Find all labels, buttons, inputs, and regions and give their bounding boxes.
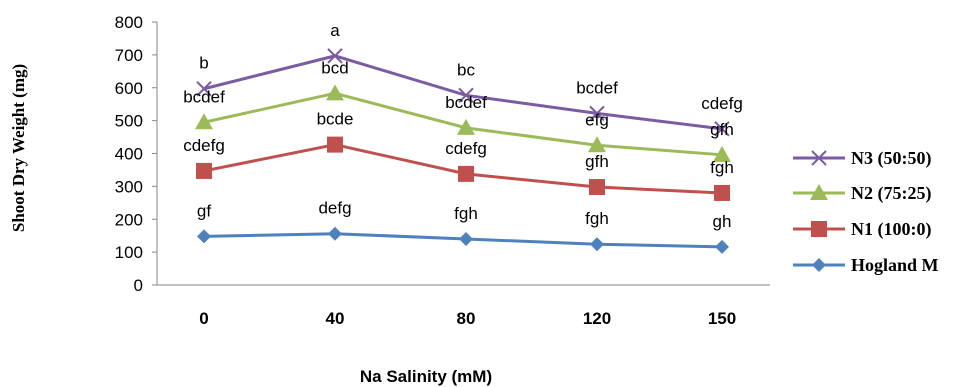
x-tick-label: 80 (457, 309, 476, 328)
significance-label: cdefg (445, 139, 487, 158)
data-point (589, 179, 605, 196)
data-point (458, 165, 474, 182)
legend-item: N1 (100:0) (793, 219, 931, 240)
significance-label: gfh (710, 120, 734, 139)
data-point (714, 121, 730, 137)
significance-label: bcdef (183, 87, 225, 106)
significance-label: cdefg (183, 136, 225, 155)
significance-label: bc (457, 60, 475, 79)
data-point (715, 239, 729, 254)
significance-label: a (330, 21, 340, 40)
y-tick-label: 500 (115, 112, 143, 131)
chart-legend: N3 (50:50) N2 (75:25) N1 (100:0) Hogland M (793, 148, 939, 275)
legend-item: N3 (50:50) (793, 148, 931, 169)
data-point (328, 226, 342, 241)
x-tick-label: 120 (583, 309, 611, 328)
legend-label: N3 (50:50) (851, 148, 931, 169)
data-point (458, 87, 474, 104)
significance-label: efg (585, 110, 609, 129)
data-point (327, 136, 343, 153)
significance-label: gh (713, 212, 732, 231)
x-axis-label: Na Salinity (mM) (360, 367, 492, 386)
significance-label: bcdef (576, 78, 618, 97)
data-point (196, 162, 212, 179)
significance-label: gfh (585, 152, 609, 171)
significance-labels: b a bc bcdef cdefg bcdef bcd bcdef efg gfh cdefg bc… (183, 21, 743, 231)
data-point (811, 221, 827, 237)
y-tick-label: 300 (115, 177, 143, 196)
data-point (326, 84, 344, 101)
data-point (197, 229, 211, 244)
significance-label: fgh (454, 204, 478, 223)
series-2 (196, 136, 730, 201)
x-tick-labels: 0 40 80 120 150 (199, 309, 736, 328)
legend-label: N1 (100:0) (851, 219, 931, 240)
data-point (195, 113, 213, 130)
y-tick-labels: 0 100 200 300 400 500 600 700 800 (115, 13, 143, 295)
chart-axes (152, 21, 770, 286)
data-point (196, 81, 212, 97)
data-point (812, 258, 826, 272)
data-point (589, 105, 605, 122)
legend-item: N2 (75:25) (793, 183, 931, 204)
data-point (811, 150, 827, 166)
data-point (713, 145, 731, 162)
data-point (588, 136, 606, 153)
y-tick-label: 700 (115, 46, 143, 65)
significance-label: fgh (585, 209, 609, 228)
legend-item: Hogland M (793, 255, 939, 275)
legend-label: Hogland M (851, 255, 939, 275)
y-axis-label: Shoot Dry Weight (mg) (9, 64, 28, 232)
data-point (590, 237, 604, 252)
y-tick-label: 600 (115, 79, 143, 98)
significance-label: defg (318, 199, 351, 218)
data-point (457, 118, 475, 135)
x-tick-label: 150 (708, 309, 736, 328)
x-tick-label: 40 (326, 309, 345, 328)
data-point (714, 184, 730, 201)
x-tick-label: 0 (199, 309, 208, 328)
y-tick-label: 400 (115, 145, 143, 164)
significance-label: bcdef (445, 93, 487, 112)
series-0 (196, 48, 730, 137)
y-tick-label: 0 (134, 276, 143, 295)
significance-label: b (199, 54, 208, 73)
significance-label: bcd (321, 58, 348, 77)
significance-label: fgh (710, 158, 734, 177)
chart-series (195, 48, 731, 254)
y-tick-label: 200 (115, 210, 143, 229)
y-tick-label: 800 (115, 13, 143, 32)
y-tick-label: 100 (115, 243, 143, 262)
data-point (327, 48, 343, 64)
series-1 (195, 84, 731, 162)
significance-label: gf (197, 201, 211, 220)
significance-label: bcde (317, 110, 354, 129)
data-point (459, 231, 473, 246)
legend-label: N2 (75:25) (851, 183, 931, 204)
series-3 (197, 226, 729, 254)
significance-label: cdefg (701, 94, 743, 113)
data-point (810, 184, 828, 200)
